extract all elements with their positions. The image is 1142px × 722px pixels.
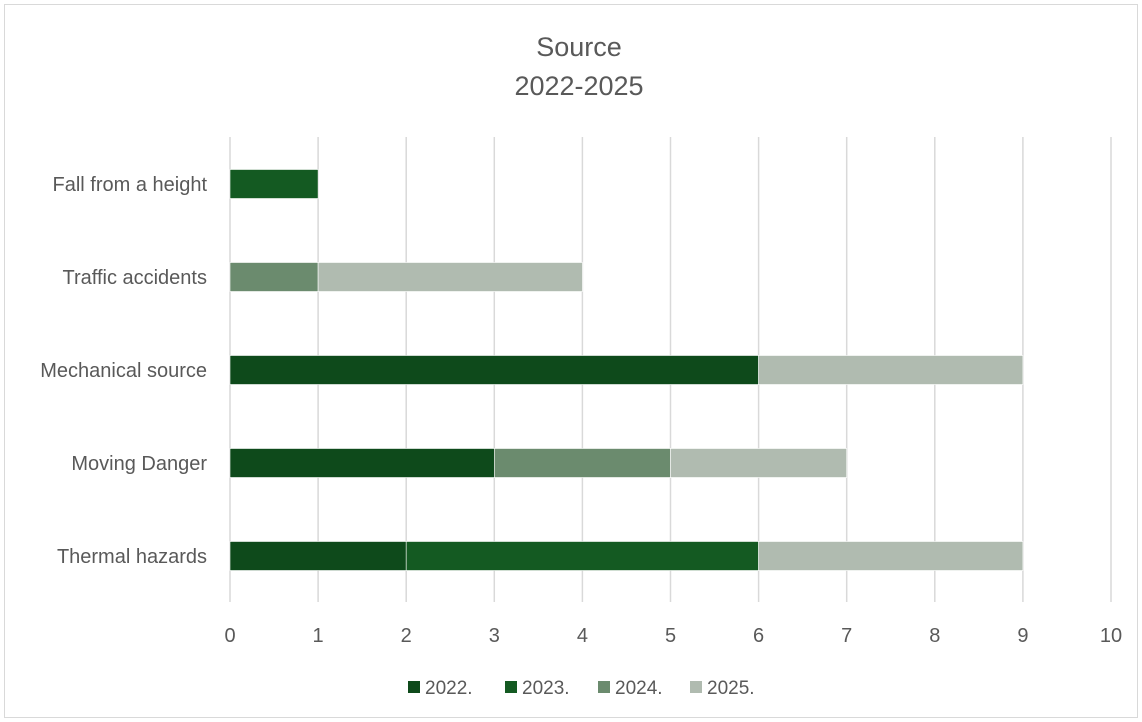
bar-moving-danger-2025 xyxy=(670,448,847,478)
legend-swatch-2024 xyxy=(598,681,610,693)
legend-swatch-2022 xyxy=(408,681,420,693)
bar-fall-from-a-height-2023 xyxy=(229,169,319,199)
category-labels: Fall from a height Traffic accidents Mecha… xyxy=(40,174,207,568)
legend: 2022. 2023. 2024. 2025. xyxy=(408,678,755,699)
legend-label-2022: 2022. xyxy=(425,678,473,699)
x-tick-label-7: 7 xyxy=(841,625,852,647)
category-label-traffic-accidents: Traffic accidents xyxy=(62,267,207,289)
bar-mechanical-source-2025 xyxy=(758,355,1024,385)
bar-thermal-hazards-2023 xyxy=(405,541,759,571)
bar-moving-danger-2022 xyxy=(229,448,495,478)
x-tick-label-3: 3 xyxy=(489,625,500,647)
chart-title-line-1: Source xyxy=(536,32,622,62)
category-label-fall-from-a-height: Fall from a height xyxy=(52,174,207,196)
legend-label-2025: 2025. xyxy=(707,678,755,699)
x-tick-label-8: 8 xyxy=(929,625,940,647)
category-label-thermal-hazards: Thermal hazards xyxy=(57,546,207,568)
chart-title-line-2: 2022-2025 xyxy=(514,71,643,101)
bar-mechanical-source-2022 xyxy=(229,355,759,385)
legend-label-2023: 2023. xyxy=(522,678,570,699)
bar-traffic-accidents-2024 xyxy=(229,262,319,292)
bar-group xyxy=(229,169,1024,571)
legend-label-2024: 2024. xyxy=(615,678,663,699)
x-tick-label-0: 0 xyxy=(224,625,235,647)
bar-thermal-hazards-2022 xyxy=(229,541,407,571)
x-tick-label-6: 6 xyxy=(753,625,764,647)
x-tick-label-1: 1 xyxy=(313,625,324,647)
bar-traffic-accidents-2025 xyxy=(317,262,583,292)
x-tick-label-2: 2 xyxy=(401,625,412,647)
x-tick-label-10: 10 xyxy=(1100,625,1122,647)
x-tick-label-9: 9 xyxy=(1017,625,1028,647)
x-axis-tick-labels: 0 1 2 3 4 5 6 7 8 9 10 xyxy=(224,625,1122,647)
bar-moving-danger-2024 xyxy=(493,448,671,478)
category-label-moving-danger: Moving Danger xyxy=(71,453,207,475)
x-tick-label-5: 5 xyxy=(665,625,676,647)
legend-swatch-2023 xyxy=(505,681,517,693)
legend-swatch-2025 xyxy=(690,681,702,693)
x-tick-label-4: 4 xyxy=(577,625,588,647)
bar-thermal-hazards-2025 xyxy=(758,541,1024,571)
category-label-mechanical-source: Mechanical source xyxy=(40,360,207,382)
